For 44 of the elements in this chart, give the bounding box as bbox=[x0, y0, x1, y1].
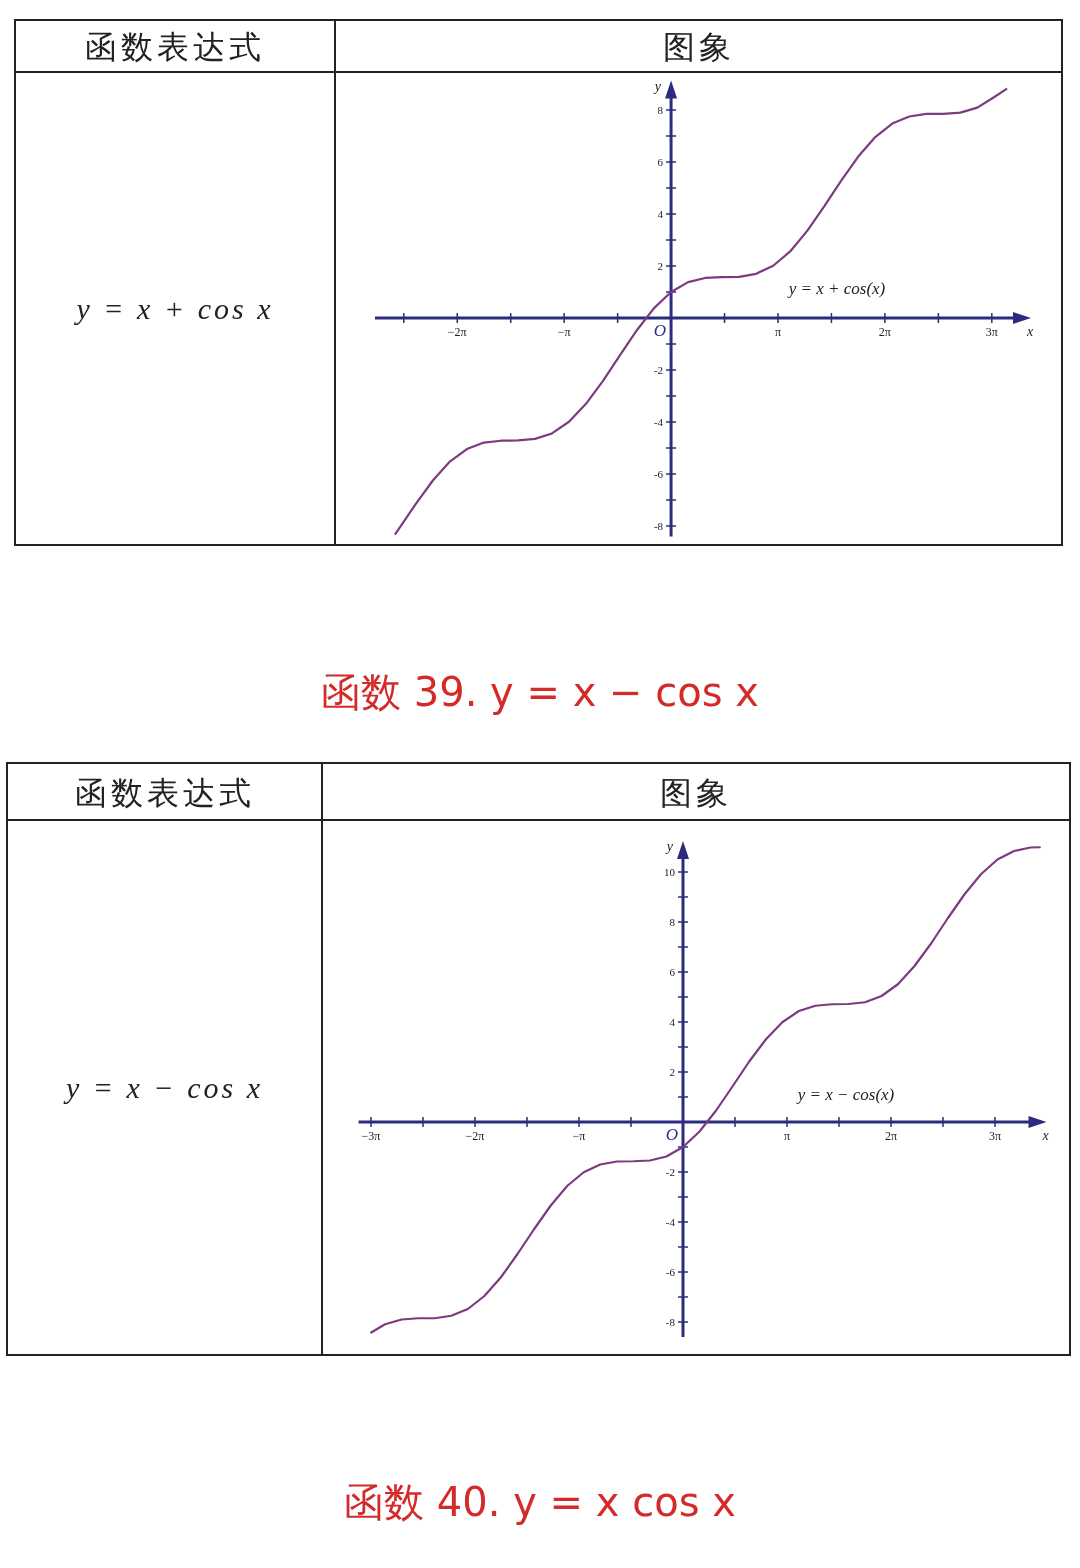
x-tick-label: 2π bbox=[884, 1129, 898, 1143]
x-axis-title: x bbox=[1041, 1128, 1050, 1143]
text: 图象 bbox=[662, 28, 735, 66]
text: 函数 40. y = x cos x bbox=[344, 1479, 736, 1525]
y-tick-label: 2 bbox=[657, 260, 664, 272]
chart-title: 函数 39. y = x − cos x bbox=[321, 669, 759, 715]
annotation: O bbox=[665, 1125, 678, 1144]
x-axis-title: x bbox=[1026, 324, 1034, 339]
y-tick-label: -4 bbox=[665, 1216, 676, 1228]
x-tick-label: 2π bbox=[878, 325, 891, 339]
y-tick-label: 8 bbox=[669, 916, 676, 928]
y-tick-label: 8 bbox=[657, 104, 664, 116]
x-tick-label: −2π bbox=[465, 1129, 485, 1143]
y-tick-label: -2 bbox=[665, 1166, 675, 1178]
y-tick-label: -8 bbox=[653, 520, 664, 532]
x-tick-label: −π bbox=[572, 1129, 586, 1143]
y-axis-title: y bbox=[664, 839, 674, 854]
x-tick-label: −π bbox=[557, 325, 571, 339]
x-tick-label: π bbox=[783, 1129, 791, 1143]
y-axis-title: y bbox=[652, 78, 662, 94]
x-tick-label: −3π bbox=[361, 1129, 381, 1143]
text: 图象 bbox=[660, 773, 732, 812]
y-tick-label: -6 bbox=[653, 468, 664, 480]
text: y = x + cos x bbox=[73, 291, 274, 325]
y-tick-label: 6 bbox=[657, 156, 664, 168]
y-tick-label: 4 bbox=[657, 208, 664, 220]
y-tick-label: -4 bbox=[653, 416, 664, 428]
text: y = x − cos x bbox=[63, 1070, 263, 1104]
y-tick-label: 2 bbox=[669, 1066, 675, 1078]
x-tick-label: 3π bbox=[988, 1129, 1002, 1143]
x-tick-label: −2π bbox=[447, 325, 467, 339]
x-tick-label: 3π bbox=[985, 325, 998, 339]
annotation: O bbox=[653, 321, 667, 340]
text: 函数表达式 bbox=[85, 28, 265, 66]
y-tick-label: -8 bbox=[665, 1316, 676, 1328]
y-tick-label: 10 bbox=[664, 866, 676, 878]
y-tick-label: -6 bbox=[665, 1266, 676, 1278]
text: 函数表达式 bbox=[74, 773, 255, 812]
y-tick-label: -2 bbox=[653, 364, 664, 376]
annotation: y = x − cos(x) bbox=[795, 1085, 895, 1104]
annotation: y = x + cos(x) bbox=[786, 279, 886, 298]
y-tick-label: 4 bbox=[669, 1016, 676, 1028]
x-tick-label: π bbox=[774, 325, 782, 339]
y-tick-label: 6 bbox=[669, 966, 676, 978]
